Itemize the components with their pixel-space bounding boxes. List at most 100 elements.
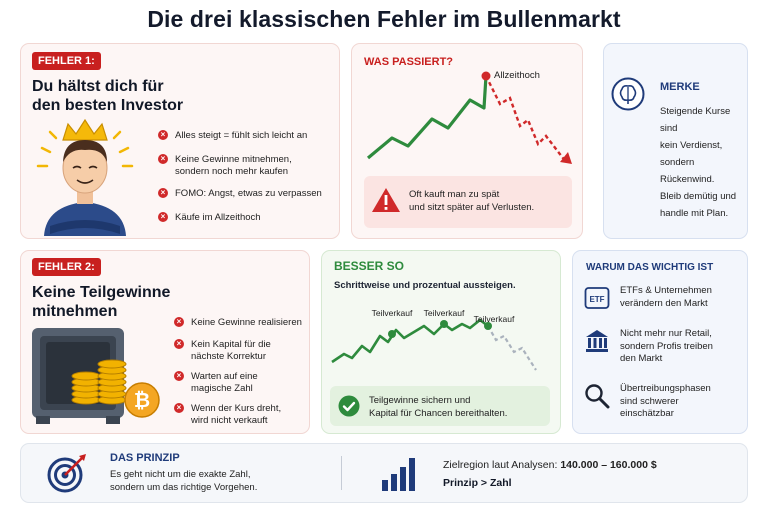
target-icon — [47, 454, 86, 493]
warum-line: sondern Profis treiben — [620, 340, 713, 352]
warning-text: Oft kauft man zu spät und sitzt später a… — [409, 188, 569, 214]
etf-icon: ETF — [584, 287, 610, 309]
sell-point — [440, 320, 448, 328]
warum-item-bank: Nicht mehr nur Retail, sondern Profis tr… — [584, 328, 754, 368]
list-item: × FOMO: Angst, etwas zu verpassen — [158, 188, 333, 200]
bullet-text: Kein Kapital für die — [191, 339, 271, 350]
bar-chart-icon — [382, 458, 415, 491]
warum-line: einschätzbar — [620, 408, 674, 419]
merke-label: MERKE — [660, 81, 700, 93]
fehler2-heading: Keine Teilgewinne mitnehmen — [32, 283, 232, 321]
falling-line — [487, 325, 537, 371]
prinzip-label: DAS PRINZIP — [110, 452, 180, 464]
down-arrow-icon — [560, 152, 572, 164]
rising-line — [366, 75, 488, 160]
bullet-text: magische Zahl — [191, 383, 253, 394]
warum-item-text: Nicht mehr nur Retail, sondern Profis tr… — [620, 328, 750, 366]
note-line1: Teilgewinne sichern und — [369, 395, 471, 406]
warum-label: WARUM DAS WICHTIG IST — [586, 262, 714, 273]
etf-icon-label: ETF — [589, 295, 604, 304]
merke-line: kein Verdienst, — [660, 140, 723, 151]
prinzip-text: Es geht nicht um die exakte Zahl, sonder… — [110, 468, 330, 494]
merke-line: Bleib demütig und — [660, 191, 737, 202]
safe-illustration: ₿ — [32, 328, 160, 424]
bullet-text: Keine Gewinne mitnehmen, — [175, 154, 292, 165]
note-line2: Kapital für Chancen bereithalten. — [369, 408, 508, 419]
fehler2-bullets: × Keine Gewinne realisieren × Kein Kapital… — [174, 317, 304, 427]
fehler2-badge: FEHLER 2: — [32, 258, 101, 276]
fehler2-heading-line2: mitnehmen — [32, 303, 118, 320]
x-icon: × — [174, 339, 184, 349]
check-icon — [338, 395, 360, 417]
warum-line: Nicht mehr nur Retail, — [620, 328, 712, 339]
warum-line: ETFs & Unternehmen — [620, 285, 712, 296]
x-icon: × — [158, 130, 168, 140]
list-item: × Wenn der Kurs dreht, wird nicht verkauft — [174, 403, 304, 427]
investor-illustration — [36, 118, 134, 236]
bullet-text: Warten auf eine — [191, 371, 258, 382]
besser-so-subtitle: Schrittweise und prozentual aussteigen. — [334, 280, 516, 291]
sell-point — [388, 330, 396, 338]
merke-card — [603, 43, 748, 239]
list-item: × Warten auf eine magische Zahl — [174, 371, 304, 395]
bullet-text: FOMO: Angst, etwas zu verpassen — [175, 188, 322, 199]
x-icon: × — [174, 371, 184, 381]
divider — [341, 456, 342, 490]
prinzip-line1: Es geht nicht um die exakte Zahl, — [110, 469, 251, 480]
zielregion: Zielregion laut Analysen: 140.000 – 160.… — [443, 459, 657, 471]
sell-label: Teilverkauf — [474, 314, 515, 324]
bank-icon — [586, 330, 608, 352]
svg-text:₿: ₿ — [134, 390, 150, 412]
falling-line — [484, 75, 567, 163]
peak-label: Allzeithoch — [494, 70, 540, 81]
bullet-text: Keine Gewinne realisieren — [191, 317, 302, 328]
page-title: Die drei klassischen Fehler im Bullenmar… — [147, 6, 621, 32]
besser-so-label: BESSER SO — [334, 259, 405, 273]
sell-point — [484, 322, 492, 330]
rising-line — [331, 318, 489, 364]
bullet-text: sondern noch mehr kaufen — [175, 166, 289, 177]
merke-line: Steigende Kurse sind — [660, 106, 731, 134]
bullet-text: Wenn der Kurs dreht, — [191, 403, 282, 414]
warum-item-text: Übertreibungsphasen sind schwerer einsch… — [620, 383, 750, 421]
prinzip-card — [20, 443, 748, 503]
bullet-text: wird nicht verkauft — [191, 415, 268, 426]
x-icon: × — [174, 317, 184, 327]
besser-so-chart: Teilverkauf Teilverkauf Teilverkauf — [331, 308, 537, 371]
bullet-text: nächste Korrektur — [191, 351, 266, 362]
list-item: × Kein Kapital für die nächste Korrektur — [174, 339, 304, 363]
merke-line: handle mit Plan. — [660, 208, 729, 219]
prinzip-motto: Prinzip > Zahl — [443, 477, 512, 489]
sell-label: Teilverkauf — [372, 308, 413, 318]
warum-line: sind schwerer — [620, 395, 679, 407]
x-icon: × — [174, 403, 184, 413]
brain-icon — [611, 77, 645, 111]
list-item: × Keine Gewinne realisieren — [174, 317, 304, 329]
list-item: × Käufe im Allzeithoch — [158, 212, 333, 224]
zielregion-prefix: Zielregion laut Analysen: — [443, 459, 558, 471]
besser-so-note: Teilgewinne sichern und Kapital für Chan… — [369, 394, 549, 420]
list-item: × Alles steigt = fühlt sich leicht an — [158, 130, 333, 142]
warning-line2: und sitzt später auf Verlusten. — [409, 202, 535, 213]
was-passiert-chart: Allzeithoch — [366, 70, 572, 164]
peak-point — [481, 71, 491, 81]
sell-label: Teilverkauf — [424, 308, 465, 318]
x-icon: × — [158, 212, 168, 222]
warum-item-magnifier: Übertreibungsphasen sind schwerer einsch… — [584, 383, 754, 423]
magnifier-icon — [585, 384, 610, 409]
list-item: × Keine Gewinne mitnehmen, sondern noch me… — [158, 154, 333, 178]
prinzip-line2: sondern um das richtige Vorgehen. — [110, 482, 258, 493]
besser-so-note-box — [330, 386, 550, 426]
merke-text: Steigende Kurse sind kein Verdienst, son… — [660, 103, 748, 222]
zielregion-value: 140.000 – 160.000 $ — [560, 459, 657, 471]
warum-line: verändern den Markt — [620, 297, 708, 309]
warning-line1: Oft kauft man zu spät — [409, 189, 500, 200]
warum-line: Übertreibungsphasen — [620, 383, 711, 394]
bitcoin-icon: ₿ — [124, 382, 160, 418]
fehler1-heading: Du hältst dich für den besten Investor — [32, 77, 232, 115]
fehler1-heading-line1: Du hältst dich für — [32, 78, 164, 95]
x-icon: × — [158, 154, 168, 164]
bullet-text: Käufe im Allzeithoch — [175, 212, 261, 223]
was-passiert-label: WAS PASSIERT? — [364, 56, 454, 68]
merke-line: sondern Rückenwind. — [660, 157, 715, 185]
